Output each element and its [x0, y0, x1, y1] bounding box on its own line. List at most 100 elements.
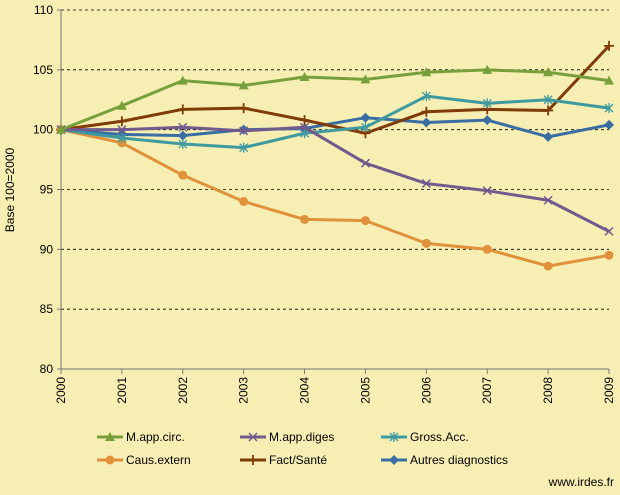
- x-tick-label: 2006: [419, 377, 433, 404]
- x-tick-label: 2005: [358, 377, 372, 404]
- series-m-app-circ: [56, 64, 614, 134]
- data-point-m-app-diges: [360, 158, 370, 168]
- data-point-autres-diagnostics: [543, 131, 554, 142]
- series-line-caus-extern: [60, 128, 610, 268]
- data-point-caus-extern: [482, 244, 492, 254]
- legend-item-caus-extern: Caus.extern: [97, 453, 191, 467]
- data-point-m-app-circ: [177, 75, 188, 85]
- data-point-gross-acc: [482, 98, 492, 109]
- x-tick-label: 2008: [541, 377, 555, 404]
- data-point-fact-sante: [543, 105, 554, 116]
- data-point-caus-extern: [421, 238, 431, 248]
- legend-marker: [248, 432, 258, 442]
- x-tick-label: 2000: [54, 377, 68, 404]
- legend-marker: [105, 432, 115, 441]
- x-tick-label: 2009: [602, 377, 616, 404]
- data-point-autres-diagnostics: [177, 130, 188, 141]
- data-point-autres-diagnostics: [604, 119, 614, 130]
- data-point-autres-diagnostics: [421, 117, 432, 128]
- legend-marker: [389, 455, 399, 465]
- source-label: www.irdes.fr: [548, 475, 614, 489]
- data-point-fact-sante: [421, 106, 432, 117]
- y-tick-label: 100: [33, 123, 53, 137]
- y-axis-title: Base 100=2000: [3, 147, 17, 232]
- data-point-gross-acc: [604, 103, 614, 114]
- data-point-fact-sante: [177, 104, 188, 115]
- data-point-caus-extern: [239, 196, 249, 206]
- legend-label: Fact/Santé: [269, 453, 327, 467]
- data-point-caus-extern: [178, 170, 188, 180]
- data-point-autres-diagnostics: [482, 115, 493, 126]
- y-axis-ticks: 80 85 90 95 100 105 110: [33, 3, 61, 376]
- x-axis-ticks: 2000 2001 2002 2003 2004 2005 2006 2007 2008 2009: [54, 369, 616, 404]
- legend-marker: [389, 432, 399, 442]
- legend-item-autres-diagnostics: Autres diagnostics: [381, 453, 508, 467]
- legend: M.app.circ. M.app.diges Gross.Acc. Caus.ext…: [97, 430, 508, 467]
- data-point-gross-acc: [543, 94, 553, 105]
- data-point-m-app-diges: [178, 122, 188, 132]
- x-tick-label: 2002: [176, 377, 190, 404]
- data-point-m-app-diges: [604, 226, 614, 236]
- series-line-autres-diagnostics: [60, 116, 610, 139]
- data-point-m-app-diges: [482, 186, 492, 196]
- legend-label: M.app.diges: [269, 430, 334, 444]
- series-gross-acc: [56, 91, 614, 153]
- data-point-caus-extern: [300, 214, 310, 224]
- series-line-m-app-circ: [60, 68, 610, 132]
- legend-marker: [105, 455, 115, 465]
- series-layer: [56, 40, 614, 271]
- data-point-autres-diagnostics: [360, 112, 371, 123]
- data-point-fact-sante: [299, 115, 310, 126]
- data-point-gross-acc: [117, 133, 127, 144]
- data-point-m-app-circ: [604, 75, 614, 85]
- y-tick-label: 90: [40, 242, 54, 256]
- legend-marker: [248, 455, 258, 465]
- x-tick-label: 2004: [298, 377, 312, 404]
- series-line-gross-acc: [60, 94, 610, 150]
- data-point-fact-sante: [116, 116, 127, 127]
- data-point-m-app-circ: [299, 72, 310, 82]
- y-tick-label: 95: [40, 183, 54, 197]
- y-tick-label: 80: [40, 362, 54, 376]
- axes: [60, 10, 609, 370]
- series-m-app-diges: [56, 122, 614, 236]
- data-point-gross-acc: [421, 91, 431, 102]
- x-tick-label: 2001: [115, 377, 129, 404]
- legend-item-gross-acc: Gross.Acc.: [381, 430, 469, 444]
- gridlines: [61, 9, 609, 310]
- legend-label: Autres diagnostics: [410, 453, 508, 467]
- series-line-m-app-diges: [61, 125, 610, 233]
- legend-label: Caus.extern: [126, 453, 191, 467]
- data-point-m-app-circ: [360, 74, 371, 84]
- data-point-m-app-circ: [482, 64, 493, 74]
- x-tick-label: 2003: [237, 377, 251, 404]
- legend-item-m-app-circ: M.app.circ.: [97, 430, 185, 444]
- legend-label: Gross.Acc.: [410, 430, 469, 444]
- data-point-fact-sante: [604, 40, 614, 51]
- legend-item-fact-sante: Fact/Santé: [240, 453, 327, 467]
- data-point-fact-sante: [238, 103, 249, 114]
- legend-item-m-app-diges: M.app.diges: [240, 430, 334, 444]
- data-point-m-app-circ: [543, 67, 554, 77]
- data-point-m-app-diges: [421, 178, 431, 189]
- series-line-fact-sante: [60, 44, 611, 135]
- data-point-gross-acc: [360, 122, 370, 133]
- legend-label: M.app.circ.: [126, 430, 185, 444]
- data-point-gross-acc: [239, 142, 249, 153]
- data-point-gross-acc: [178, 139, 188, 150]
- data-point-m-app-circ: [116, 100, 127, 110]
- data-point-caus-extern: [604, 250, 614, 260]
- data-point-m-app-diges: [239, 126, 249, 136]
- data-point-m-app-diges: [117, 125, 127, 135]
- data-point-caus-extern: [543, 261, 553, 271]
- data-point-m-app-circ: [56, 124, 66, 134]
- data-point-m-app-circ: [421, 67, 432, 77]
- y-tick-label: 110: [34, 3, 53, 17]
- data-point-m-app-diges: [543, 195, 553, 205]
- y-tick-label: 105: [33, 63, 53, 77]
- y-tick-label: 85: [40, 302, 54, 316]
- data-point-m-app-circ: [238, 80, 249, 90]
- data-point-caus-extern: [360, 216, 370, 226]
- x-tick-label: 2007: [480, 377, 494, 404]
